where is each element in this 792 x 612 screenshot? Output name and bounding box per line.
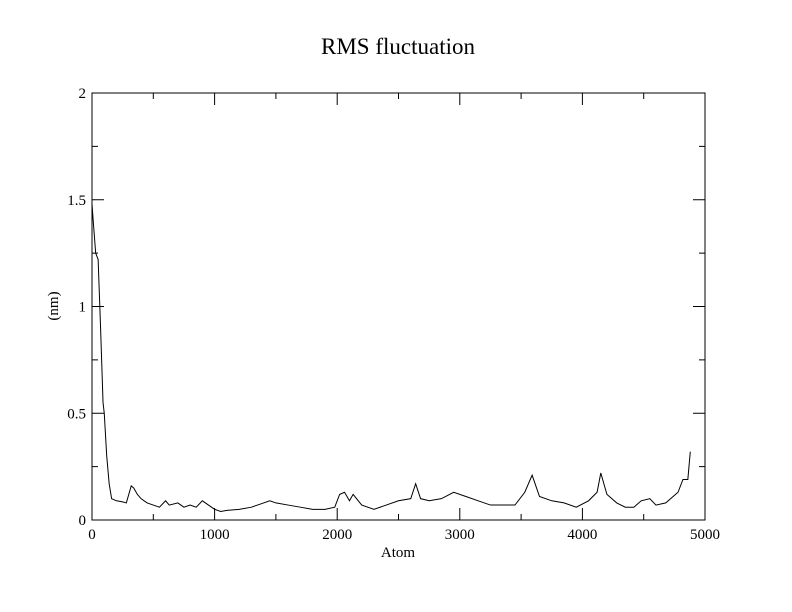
x-tick-label: 0 bbox=[88, 527, 96, 543]
chart-title: RMS fluctuation bbox=[321, 34, 475, 59]
x-tick-label: 3000 bbox=[445, 527, 475, 543]
x-tick-label: 4000 bbox=[567, 527, 597, 543]
y-tick-label: 0 bbox=[79, 513, 87, 529]
x-tick-label: 5000 bbox=[690, 527, 720, 543]
y-axis-label: (nm) bbox=[46, 291, 62, 320]
y-tick-label: 2 bbox=[79, 86, 87, 102]
x-tick-label: 2000 bbox=[322, 527, 352, 543]
x-axis-label: Atom bbox=[381, 545, 416, 561]
y-tick-label: 1.5 bbox=[67, 193, 86, 209]
y-tick-label: 0.5 bbox=[67, 406, 86, 422]
y-tick-label: 1 bbox=[79, 300, 87, 316]
data-line bbox=[91, 203, 691, 512]
x-tick-label: 1000 bbox=[200, 527, 230, 543]
plot-frame bbox=[91, 92, 706, 521]
